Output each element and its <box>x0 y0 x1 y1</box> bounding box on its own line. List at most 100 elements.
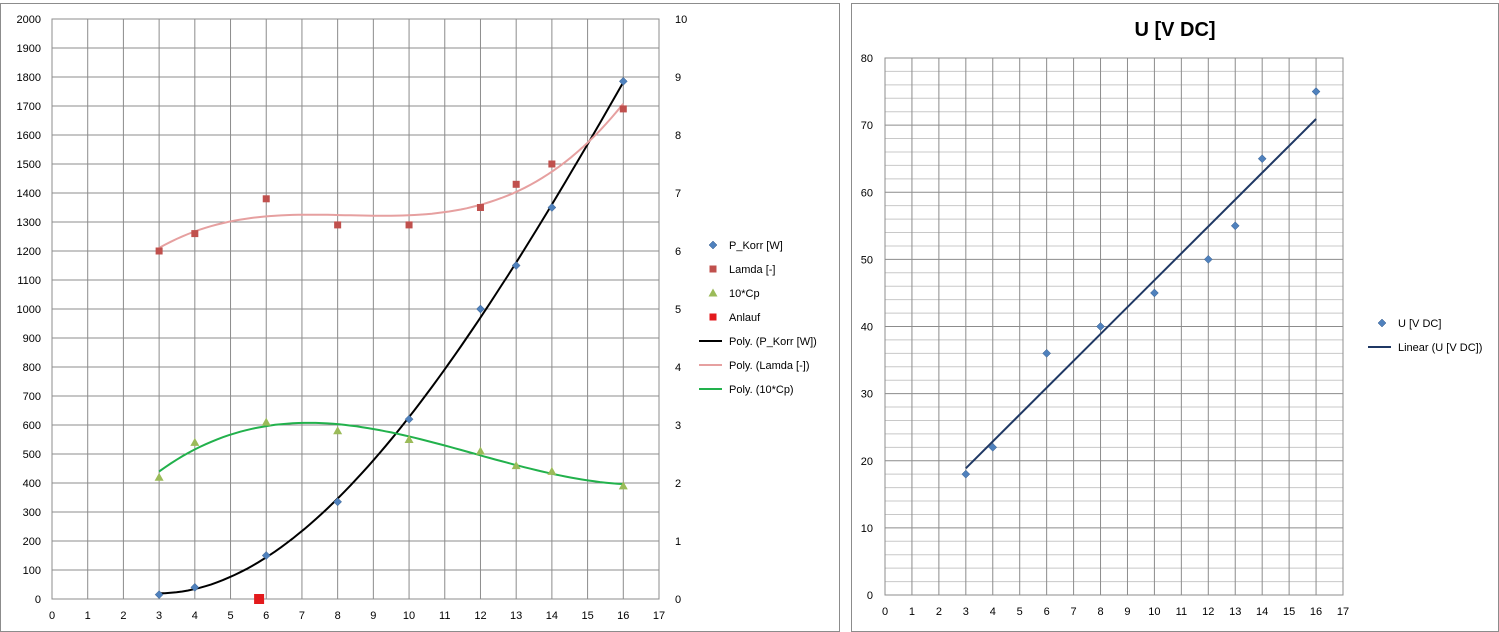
legend-marker <box>708 240 718 250</box>
data-point-u-v-dc <box>1203 255 1213 264</box>
legend-marker <box>709 265 717 273</box>
gridlines <box>51 18 660 600</box>
x-tick-label: 2 <box>936 606 942 618</box>
y2-tick-label: 1 <box>675 536 681 548</box>
data-point-10-cp <box>404 435 414 443</box>
y2-tick-label: 0 <box>675 594 681 606</box>
x-tick-label: 1 <box>85 610 91 622</box>
data-point-10-cp <box>333 426 343 435</box>
data-point-u-v-dc <box>1311 87 1321 96</box>
y-tick-label: 100 <box>23 565 41 577</box>
y-tick-label: 1100 <box>17 275 41 287</box>
x-tick-label: 0 <box>882 606 888 618</box>
y-tick-label: 1200 <box>17 246 41 258</box>
legend-label: Lamda [-] <box>729 264 775 276</box>
chart-left-svg: 0 1 2 3 4 5 6 7 8 9 10 11 12 13 14 15 16 1701002003004005… <box>17 14 817 622</box>
legend-label: Linear (U [V DC]) <box>1398 342 1482 354</box>
x-tick-label: 14 <box>546 610 558 622</box>
y-tick-label: 200 <box>23 536 41 548</box>
x-tick-label: 14 <box>1256 606 1268 618</box>
data-point-lamda- <box>334 221 342 229</box>
data-point-p-korr-w- <box>190 583 200 592</box>
legend-label: P_Korr [W] <box>729 240 783 252</box>
data-point-p-korr-w- <box>511 261 521 270</box>
legend: P_Korr [W] Lamda [-] 10*Cp Anlauf Poly. (P_K… <box>699 240 817 396</box>
x-tick-label: 15 <box>1283 606 1295 618</box>
data-point-10-cp <box>261 417 271 426</box>
data-point-u-v-dc <box>1257 154 1267 164</box>
x-tick-label: 9 <box>1124 606 1130 618</box>
x-tick-label: 13 <box>1229 606 1241 618</box>
y-tick-label: 1800 <box>17 72 41 84</box>
x-tick-label: 8 <box>1097 606 1103 618</box>
legend-label: Poly. (P_Korr [W]) <box>729 336 817 348</box>
y-tick-label: 600 <box>23 420 41 432</box>
data-point-p-korr-w- <box>547 203 557 212</box>
legend-label: Anlauf <box>729 312 761 324</box>
y-tick-label: 2000 <box>17 14 41 26</box>
x-tick-label: 9 <box>370 610 376 622</box>
data-points <box>154 76 628 604</box>
y2-tick-label: 4 <box>675 362 681 374</box>
data-point-p-korr-w- <box>261 551 271 560</box>
y-tick-label: 500 <box>23 449 41 461</box>
y-tick-label: 1300 <box>17 217 41 229</box>
y2-tick-label: 5 <box>675 304 681 316</box>
x-tick-label: 11 <box>439 610 450 622</box>
x-tick-label: 16 <box>617 610 629 622</box>
y2-tick-label: 3 <box>675 420 681 432</box>
x-tick-label: 7 <box>299 610 305 622</box>
chart-left-panel: 0 1 2 3 4 5 6 7 8 9 10 11 12 13 14 15 16 17 0 100 200 300 400 5… <box>0 3 840 632</box>
legend-marker <box>709 313 717 321</box>
data-point-u-v-dc <box>1042 348 1052 358</box>
y-tick-label: 80 <box>861 53 873 65</box>
y-tick-label: 800 <box>23 362 41 374</box>
y-tick-label: 20 <box>861 456 873 468</box>
trendline-lamda- <box>158 102 625 249</box>
y2-tick-label: 8 <box>675 130 681 142</box>
x-tick-label: 12 <box>474 610 486 622</box>
x-tick-label: 15 <box>581 610 593 622</box>
y-tick-label: 0 <box>867 590 873 602</box>
y2-tick-label: 6 <box>675 246 681 258</box>
data-point-lamda- <box>155 247 163 255</box>
data-point-u-v-dc <box>961 469 971 479</box>
y-tick-label: 900 <box>23 333 41 345</box>
legend: U [V DC] Linear (U [V DC]) <box>1368 318 1482 354</box>
data-point-u-v-dc <box>988 442 998 452</box>
data-point-10-cp <box>475 446 485 455</box>
data-point-lamda- <box>548 160 556 168</box>
y-tick-label: 1500 <box>17 159 41 171</box>
data-point-u-v-dc <box>1096 322 1105 331</box>
legend-label: Poly. (Lamda [-]) <box>729 360 810 372</box>
x-tick-label: 13 <box>510 610 522 622</box>
y2-tick-label: 2 <box>675 478 681 490</box>
data-point-10-cp <box>547 466 557 475</box>
chart-gap <box>840 0 851 632</box>
trendlines <box>158 81 625 595</box>
y-tick-label: 40 <box>861 322 873 334</box>
chart-right-svg: U [V DC]0 1 2 3 4 5 6 7 8 9 10 11 12 13 14 15 16 17010203… <box>861 19 1483 618</box>
x-tick-label: 5 <box>1017 606 1023 618</box>
y-tick-label: 400 <box>23 478 41 490</box>
data-point-p-korr-w- <box>404 414 414 424</box>
trendline-p-korr-w- <box>159 81 625 595</box>
chart-right-panel: U [V DC] 0 1 2 3 4 5 6 7 8 9 10 11 12 13 14 15 16 17 0 10 20 3… <box>851 3 1499 632</box>
data-point-p-korr-w- <box>154 590 164 600</box>
data-point-lamda- <box>619 105 627 113</box>
legend-marker <box>708 288 718 297</box>
x-tick-label: 11 <box>1176 606 1187 618</box>
y-tick-label: 300 <box>23 507 41 519</box>
axis-ticks: 0 1 2 3 4 5 6 7 8 9 10 11 12 13 14 15 16 1701020304050607… <box>861 53 1349 618</box>
legend-label: U [V DC] <box>1398 318 1441 330</box>
data-point-u-v-dc <box>1230 221 1240 231</box>
y-tick-label: 1900 <box>17 43 41 55</box>
x-tick-label: 3 <box>963 606 969 618</box>
x-tick-label: 10 <box>403 610 415 622</box>
data-point-lamda- <box>191 230 199 238</box>
y-tick-label: 70 <box>861 120 873 132</box>
x-tick-label: 5 <box>227 610 233 622</box>
x-tick-label: 10 <box>1148 606 1160 618</box>
x-tick-label: 2 <box>120 610 126 622</box>
x-tick-label: 3 <box>156 610 162 622</box>
